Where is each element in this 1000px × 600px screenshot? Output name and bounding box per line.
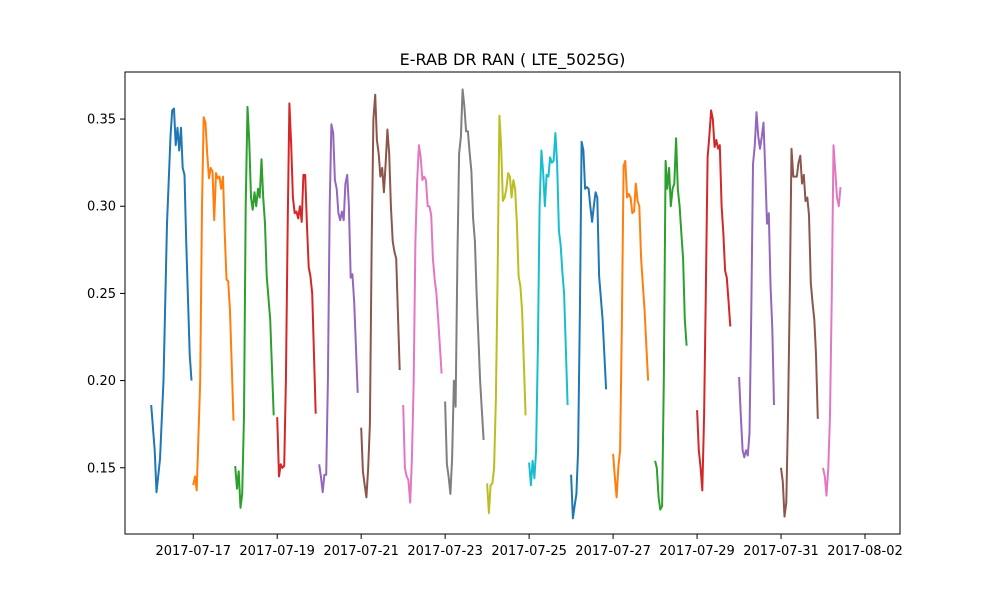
- series-line-11: [570, 140, 608, 520]
- plot-frame: [124, 71, 901, 535]
- x-tick-label: 2017-07-25: [491, 544, 567, 559]
- series-line-1: [150, 107, 193, 494]
- y-tick-label: 0.30: [87, 200, 116, 215]
- x-tick-label: 2017-07-27: [575, 544, 651, 559]
- series-line-10: [528, 132, 569, 487]
- y-tick-label: 0.20: [87, 374, 116, 389]
- series-line-16: [780, 147, 819, 518]
- series-line-3: [234, 105, 275, 509]
- series-line-9: [486, 114, 527, 515]
- x-tick-label: 2017-07-29: [659, 544, 735, 559]
- series-line-8: [444, 88, 485, 495]
- x-tick-label: 2017-07-23: [407, 544, 483, 559]
- series-line-12: [612, 159, 650, 499]
- x-tick-label: 2017-08-02: [827, 544, 903, 559]
- axes-layer: 2017-07-17 2017-07-19 2017-07-21 2017-07-23…: [87, 113, 903, 559]
- series-layer: [150, 88, 842, 520]
- series-line-15: [738, 111, 775, 459]
- series-line-13: [654, 137, 688, 511]
- y-tick-label: 0.15: [87, 461, 116, 476]
- x-tick-label: 2017-07-31: [743, 544, 819, 559]
- x-tick-label: 2017-07-21: [323, 544, 399, 559]
- series-line-7: [402, 144, 443, 504]
- series-line-6: [360, 93, 401, 499]
- series-line-2: [192, 116, 235, 492]
- y-tick-label: 0.35: [87, 113, 116, 128]
- x-tick-label: 2017-07-19: [239, 544, 315, 559]
- y-tick-label: 0.25: [87, 287, 116, 302]
- series-line-17: [822, 144, 842, 497]
- x-tick-label: 2017-07-17: [155, 544, 231, 559]
- chart-title: E-RAB DR RAN ( LTE_5025G): [400, 50, 626, 70]
- series-line-5: [318, 123, 359, 494]
- series-line-14: [696, 109, 732, 492]
- series-line-4: [276, 102, 317, 478]
